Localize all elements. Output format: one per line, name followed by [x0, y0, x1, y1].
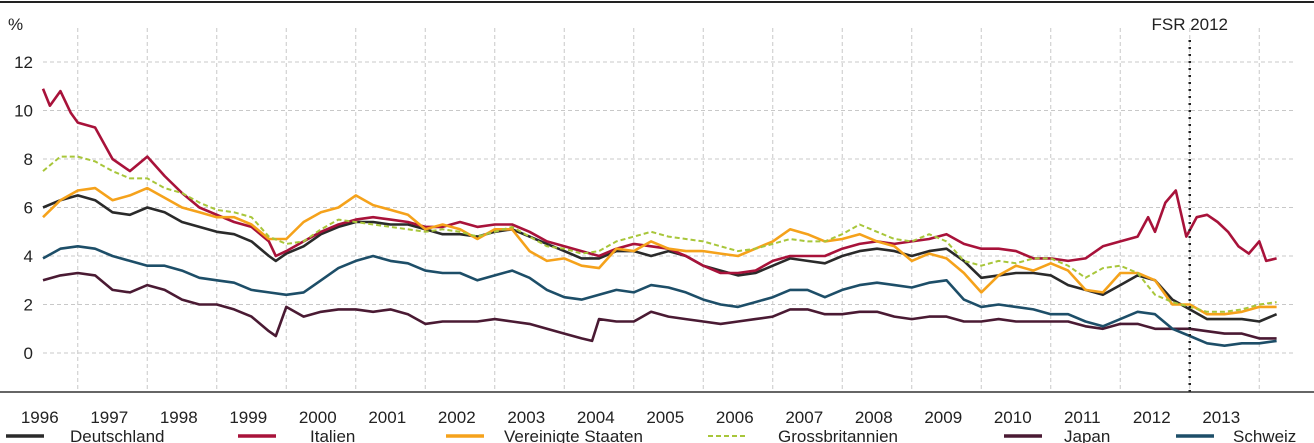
y-tick-label: 12	[14, 53, 33, 72]
series-line-grossbritannien	[42, 155, 1277, 313]
legend-label: Schweiz	[1233, 427, 1296, 443]
x-tick-labels: 1996 1997 1998 1999 2000 2001 2002 2003 2004 2005…	[21, 408, 1240, 427]
x-tick-label: 2012	[1133, 408, 1171, 427]
y-tick-label: 0	[24, 344, 33, 363]
x-tick-label: 2001	[368, 408, 406, 427]
series-line-schweiz	[42, 245, 1277, 347]
x-tick-label: 2008	[855, 408, 893, 427]
x-tick-label: 1998	[160, 408, 198, 427]
x-tick-label: 2009	[924, 408, 962, 427]
legend-label: Italien	[310, 427, 355, 443]
legend-label: Grossbritannien	[778, 427, 898, 443]
series-line-deutschland	[42, 194, 1278, 323]
x-tick-label: 2013	[1202, 408, 1240, 427]
series-line-japan	[42, 271, 1277, 343]
x-tick-label: 1996	[21, 408, 59, 427]
x-tick-label: 2010	[994, 408, 1032, 427]
legend: Deutschland Italien Vereinigte Staaten Gros…	[6, 427, 1296, 443]
legend-label: Japan	[1064, 427, 1110, 443]
series-line-italien	[41, 88, 1277, 275]
x-tick-label: 2011	[1064, 408, 1101, 427]
fsr-annotation: FSR 2012	[1151, 15, 1228, 392]
x-tick-label: 2006	[716, 408, 754, 427]
series-line-vereinigte-staaten	[42, 186, 1277, 316]
legend-label: Vereinigte Staaten	[504, 427, 643, 443]
x-tick-label: 2003	[507, 408, 545, 427]
y-axis-label: %	[8, 15, 23, 34]
y-tick-label: 8	[24, 150, 33, 169]
y-tick-label: 4	[24, 247, 33, 266]
legend-label: Deutschland	[70, 427, 165, 443]
fsr-2012-label: FSR 2012	[1151, 15, 1228, 34]
x-tick-label: 2005	[646, 408, 684, 427]
x-tick-label: 2007	[785, 408, 823, 427]
series-lines	[41, 88, 1278, 347]
x-tick-label: 1999	[229, 408, 267, 427]
x-tick-label: 1997	[90, 408, 128, 427]
y-tick-labels: 0 2 4 6 8 10 12	[14, 53, 33, 363]
x-tick-label: 2004	[577, 408, 615, 427]
x-tick-label: 2002	[438, 408, 476, 427]
y-tick-label: 10	[14, 102, 33, 121]
y-tick-label: 6	[24, 199, 33, 218]
y-tick-label: 2	[24, 296, 33, 315]
grid	[43, 28, 1294, 392]
x-tick-label: 2000	[299, 408, 337, 427]
